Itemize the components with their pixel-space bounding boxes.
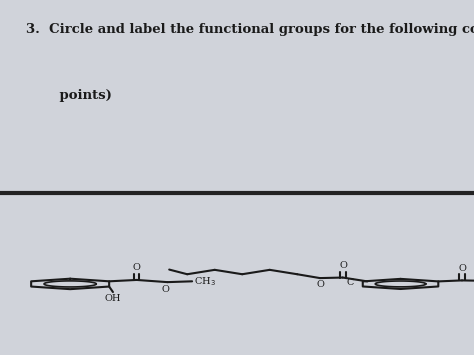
Text: O: O [317,280,325,289]
Text: CH$_3$: CH$_3$ [194,275,216,288]
Text: points): points) [41,89,112,102]
Text: O: O [161,285,169,294]
Text: O: O [458,264,466,273]
Text: 3.  Circle and label the functional groups for the following compounds (4: 3. Circle and label the functional group… [26,23,474,36]
Text: C: C [346,278,354,287]
Text: OH: OH [105,294,121,302]
Text: O: O [340,261,347,270]
Text: O: O [133,263,141,272]
